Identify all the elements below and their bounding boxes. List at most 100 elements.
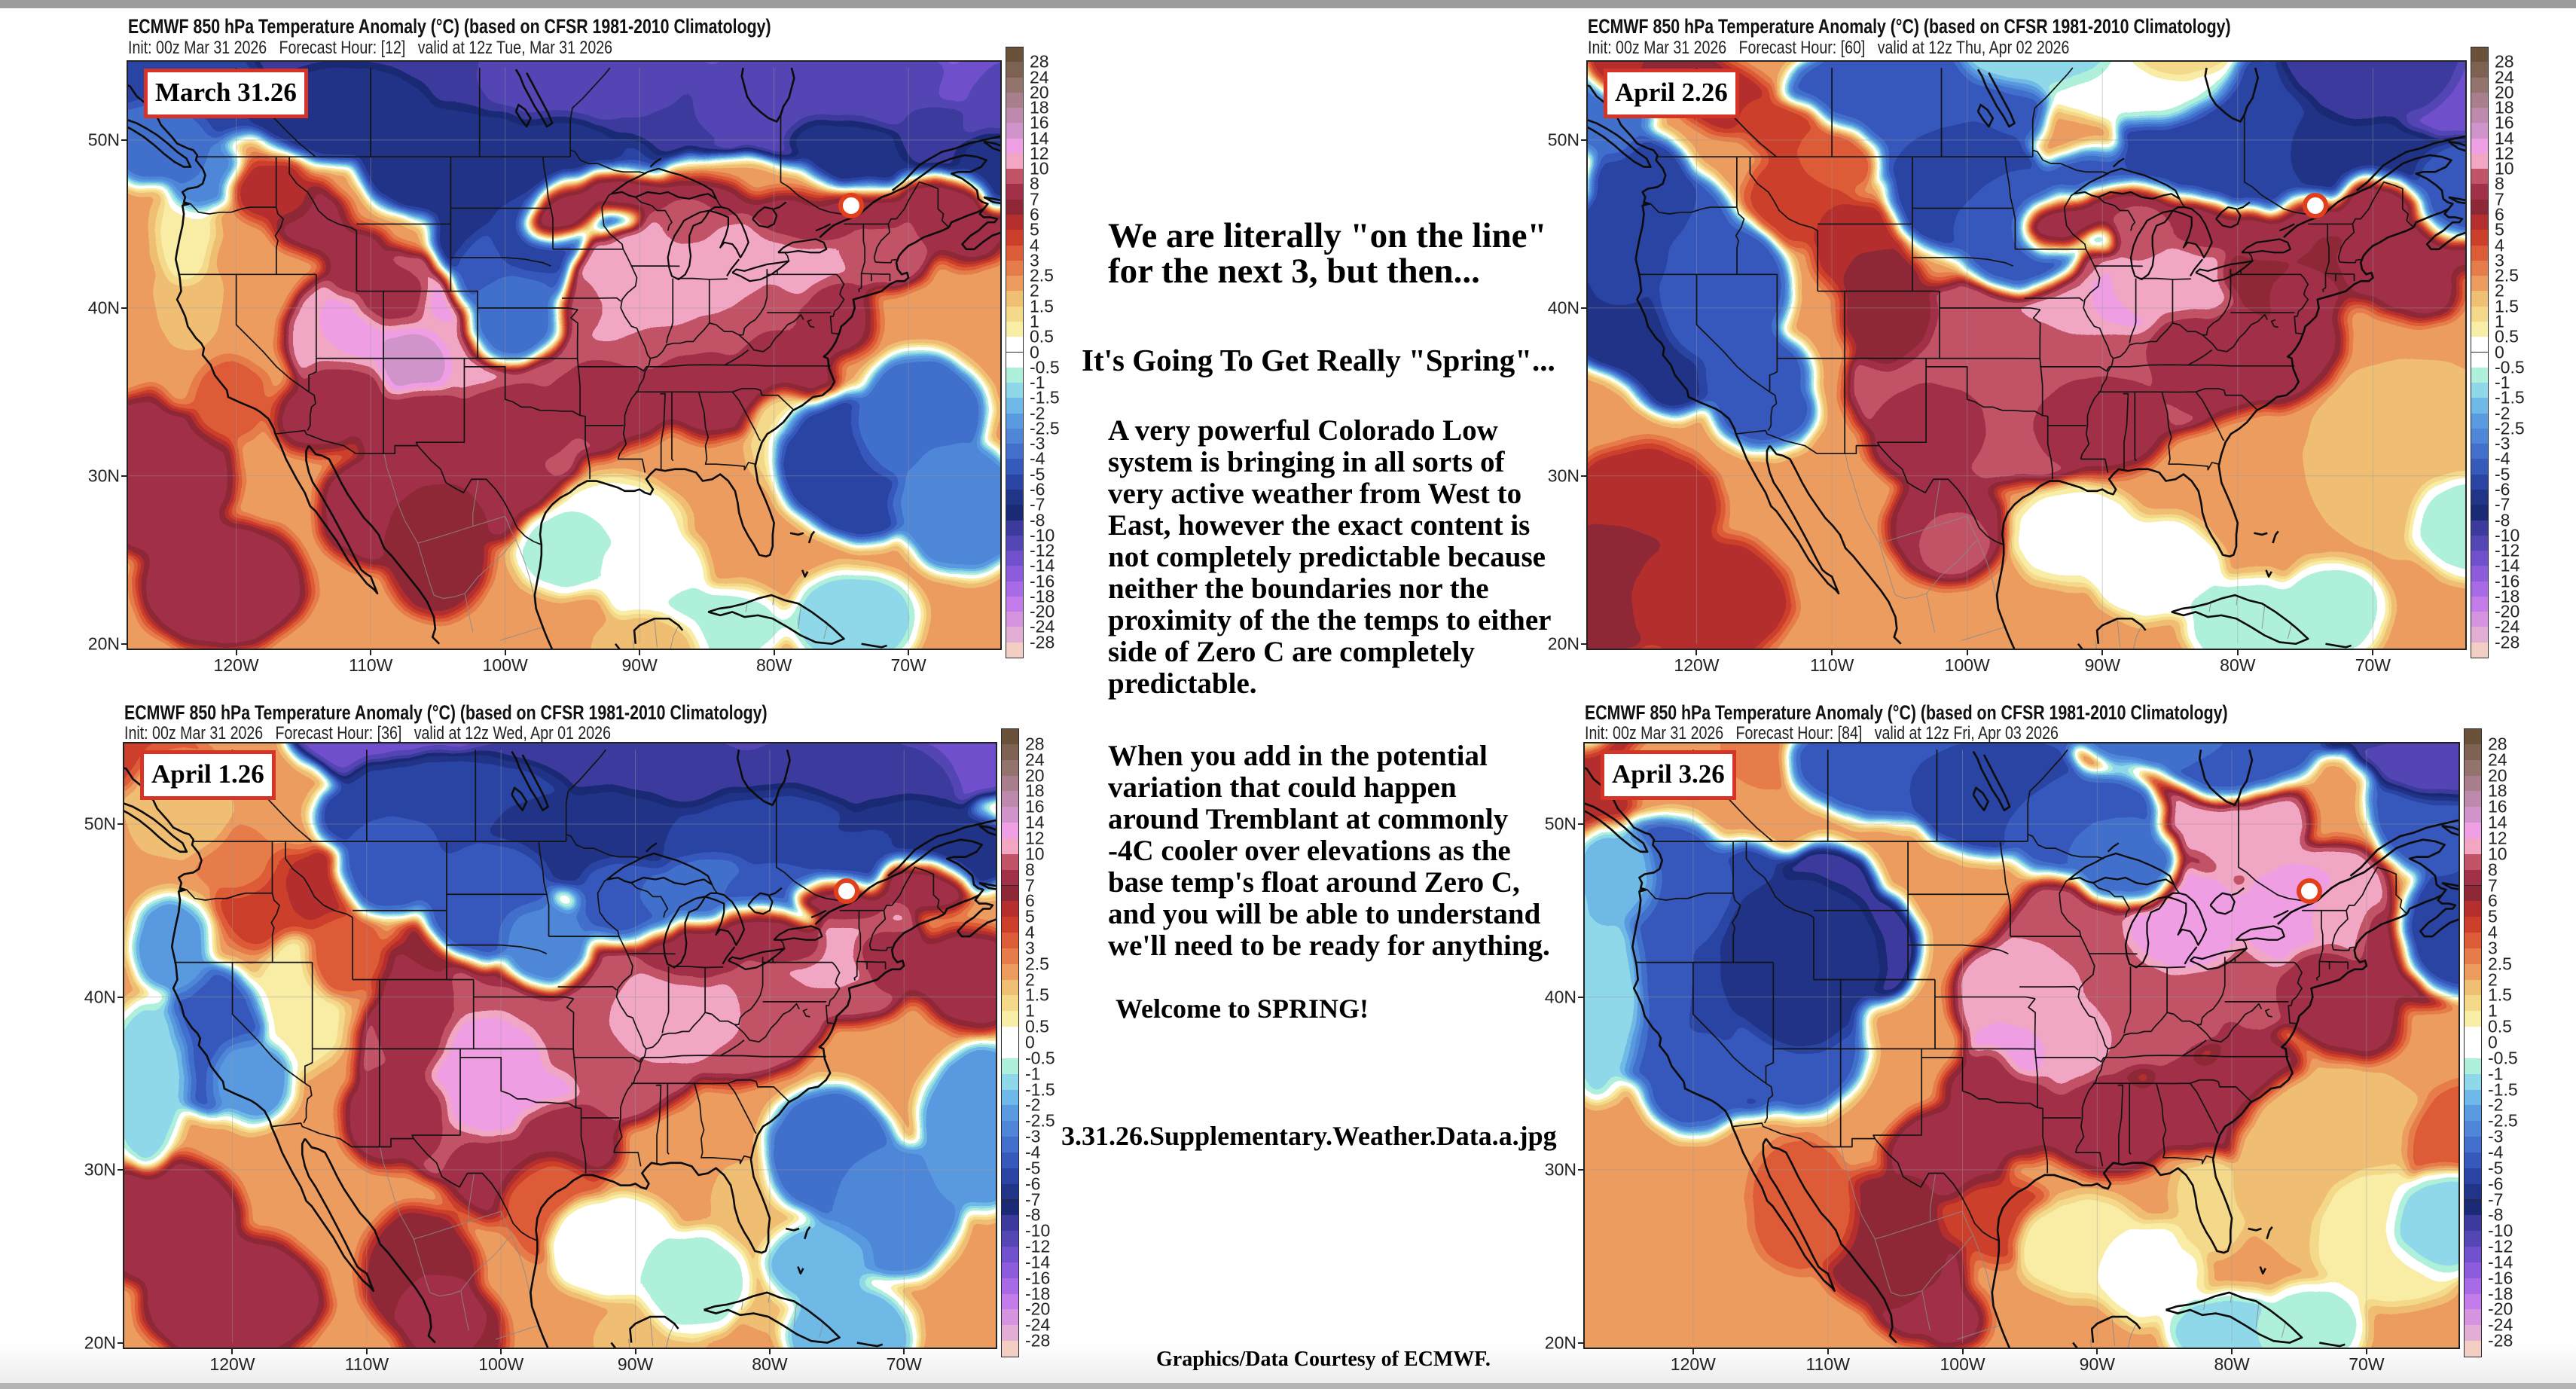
colorbar-tick-label: 0 (1025, 1032, 1035, 1052)
colorbar-tick-label: -2 (2495, 403, 2510, 423)
anomaly-field (1585, 743, 2458, 1348)
colorbar-tick-label: -2.5 (2495, 418, 2525, 438)
colorbar-cell (1006, 505, 1024, 521)
colorbar-tick-label: 12 (2488, 828, 2507, 848)
colorbar-cell (1006, 551, 1024, 567)
colorbar-cell (1006, 276, 1024, 292)
text-line: neither the boundaries nor the (1108, 572, 1489, 605)
colorbar-tick-label: -5 (1025, 1158, 1041, 1178)
colorbar-tick-label: -1.5 (1030, 387, 1060, 408)
colorbar-tick-label: 20 (2488, 765, 2507, 786)
colorbar-tick-label: -24 (1025, 1314, 1051, 1335)
colorbar-tick-label: -1 (2495, 372, 2510, 392)
map-panel-3: ECMWF 850 hPa Temperature Anomaly (°C) (… (84, 701, 1055, 1374)
colorbar-tick-label: -1.5 (2488, 1079, 2518, 1100)
colorbar-tick-label: 18 (2488, 780, 2507, 801)
colorbar-cell (1001, 933, 1019, 949)
colorbar-tick-label: -18 (1025, 1284, 1051, 1304)
colorbar-tick-label: -24 (2495, 616, 2520, 636)
lon-tick-label: 80W (2220, 655, 2256, 675)
colorbar-cell (1006, 459, 1024, 475)
colorbar-tick-label: 24 (2488, 749, 2507, 770)
colorbar-tick-label: -8 (1025, 1204, 1041, 1225)
colorbar-tick-label: -28 (1025, 1330, 1051, 1351)
colorbar-cell (1001, 1293, 1019, 1311)
lat-tick-label: 50N (1544, 814, 1576, 834)
colorbar-tick-label: 7 (1025, 875, 1035, 895)
colorbar-cell (1001, 775, 1019, 792)
forecast-paragraph-1: A very powerful Colorado Low system is br… (1108, 415, 1552, 700)
colorbar-cell (2464, 1309, 2482, 1326)
text-line: When you add in the potential (1108, 740, 1488, 772)
lon-tick-label: 70W (2355, 655, 2391, 675)
colorbar-tick-label: 14 (1030, 128, 1049, 148)
date-badge: April 2.26 (1604, 69, 1739, 118)
colorbar-cell (1001, 1309, 1019, 1326)
colorbar-cell (2471, 367, 2489, 384)
colorbar-cell (2471, 352, 2489, 368)
text-line: around Tremblant at commonly (1108, 803, 1509, 835)
colorbar-cell (2471, 92, 2489, 109)
colorbar-cell (2471, 77, 2489, 93)
colorbar-cell (2464, 1011, 2482, 1028)
credit-line: Graphics/Data Courtesy of ECMWF. (1156, 1348, 1491, 1371)
colorbar-tick-label: 16 (2488, 796, 2507, 817)
forecast-paragraph-2: When you add in the potential variation t… (1108, 740, 1550, 962)
colorbar-cell (2471, 612, 2489, 628)
colorbar-tick-label: -2 (1030, 403, 1045, 423)
colorbar-tick-label: 6 (2495, 204, 2504, 224)
colorbar-tick-label: 7 (2495, 189, 2504, 209)
colorbar-cell (2464, 917, 2482, 934)
date-badge-label: April 1.26 (151, 759, 264, 789)
colorbar-tick-label: -8 (2495, 510, 2510, 530)
colorbar-tick-label: 28 (2495, 51, 2514, 72)
colorbar-cell (2464, 1293, 2482, 1311)
colorbar-tick-label: -2.5 (1030, 418, 1060, 438)
colorbar-tick-label: -16 (1025, 1268, 1051, 1288)
colorbar-cell (1001, 807, 1019, 824)
colorbar-cell (2464, 1341, 2482, 1357)
weather-map-3 (123, 742, 997, 1349)
colorbar-tick-label: -3 (2495, 433, 2510, 453)
colorbar-cell (2471, 566, 2489, 582)
colorbar-cell (1001, 1073, 1019, 1091)
colorbar-tick-label: -16 (2495, 571, 2520, 591)
colorbar-cell (2471, 520, 2489, 536)
colorbar-cell (1001, 838, 1019, 855)
colorbar-tick-label: 5 (1030, 219, 1039, 240)
colorbar-tick-label: -3 (1025, 1126, 1041, 1146)
colorbar-cell (2471, 291, 2489, 307)
colorbar-tick-label: -1.5 (1025, 1079, 1055, 1100)
lon-tick-label: 120W (213, 655, 259, 675)
lat-tick-label: 30N (1544, 1159, 1576, 1180)
colorbar-tick-label: -6 (1030, 479, 1045, 499)
colorbar-cell (1001, 948, 1019, 965)
colorbar-cell (2464, 979, 2482, 997)
colorbar-tick-label: 2 (2488, 969, 2498, 990)
colorbar-cell (2464, 728, 2482, 745)
colorbar-cell (1006, 199, 1024, 216)
lon-tick-label: 70W (890, 655, 926, 675)
lon-tick-label: 100W (1940, 1354, 1985, 1374)
colorbar-cell (1001, 1341, 1019, 1357)
colorbar-tick-label: 3 (2495, 250, 2504, 270)
lon-tick-label: 100W (482, 655, 528, 675)
colorbar-cell (2471, 642, 2489, 658)
map-subtitle: Init: 00z Mar 31 2026 Forecast Hour: [36… (124, 723, 611, 743)
anomaly-field (124, 743, 997, 1348)
text-line: very active weather from West to (1108, 478, 1522, 510)
colorbar-tick-label: -24 (1030, 616, 1055, 636)
lon-tick-label: 100W (1944, 655, 1990, 675)
colorbar-cell (2471, 581, 2489, 597)
colorbar-cell (2471, 276, 2489, 292)
colorbar-tick-label: 10 (1030, 158, 1049, 179)
lat-tick-label: 20N (87, 633, 120, 654)
colorbar-tick-label: 0 (2488, 1032, 2498, 1052)
weather-map-4 (1583, 742, 2460, 1349)
colorbar-cell (1001, 1058, 1019, 1075)
colorbar-cell (2471, 215, 2489, 231)
lon-tick-label: 100W (478, 1354, 524, 1374)
colorbar-tick-label: -0.5 (2488, 1048, 2518, 1068)
colorbar-tick-label: 2 (1025, 969, 1035, 990)
colorbar-cell (2471, 474, 2489, 490)
